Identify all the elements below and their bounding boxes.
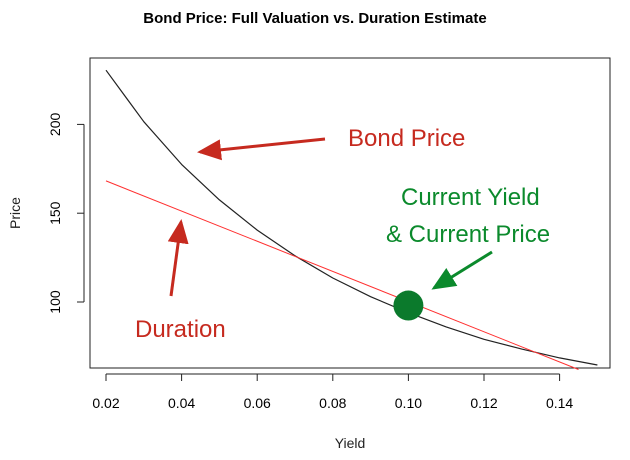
x-tick-label: 0.02: [92, 395, 119, 411]
x-tick-label: 0.14: [546, 395, 573, 411]
y-axis-label: Price: [7, 197, 23, 229]
y-axis: 100 150 200: [47, 113, 85, 314]
series-line-duration: [105, 180, 579, 370]
arrow-duration: [167, 219, 189, 297]
annotation-bond-price: Bond Price: [348, 125, 465, 152]
annotation-current-yield: Current Yield: [401, 184, 540, 211]
x-tick-label: 0.08: [319, 395, 346, 411]
current-point-marker: [393, 290, 424, 321]
x-axis-label: Yield: [335, 435, 366, 451]
x-tick-label: 0.04: [168, 395, 195, 411]
y-tick-label: 200: [47, 113, 63, 137]
annotation-duration: Duration: [135, 316, 226, 343]
x-axis: 0.02 0.04 0.06 0.08 0.10 0.12 0.14: [92, 373, 573, 411]
chart-title: Bond Price: Full Valuation vs. Duration …: [143, 10, 487, 27]
annotation-layer: Bond Price Current Yield & Current Price…: [135, 125, 550, 343]
series-layer: [105, 69, 598, 370]
arrow-current-point: [431, 250, 493, 290]
y-tick-label: 150: [47, 201, 63, 225]
arrow-bond-price: [197, 137, 326, 161]
x-tick-label: 0.06: [244, 395, 271, 411]
y-tick-label: 100: [47, 290, 63, 314]
x-tick-label: 0.10: [395, 395, 422, 411]
point-layer: [393, 290, 424, 321]
x-tick-label: 0.12: [470, 395, 497, 411]
plot-frame: [89, 57, 611, 369]
annotation-current-price: & Current Price: [386, 221, 550, 248]
series-line-bond-price: [105, 69, 598, 366]
